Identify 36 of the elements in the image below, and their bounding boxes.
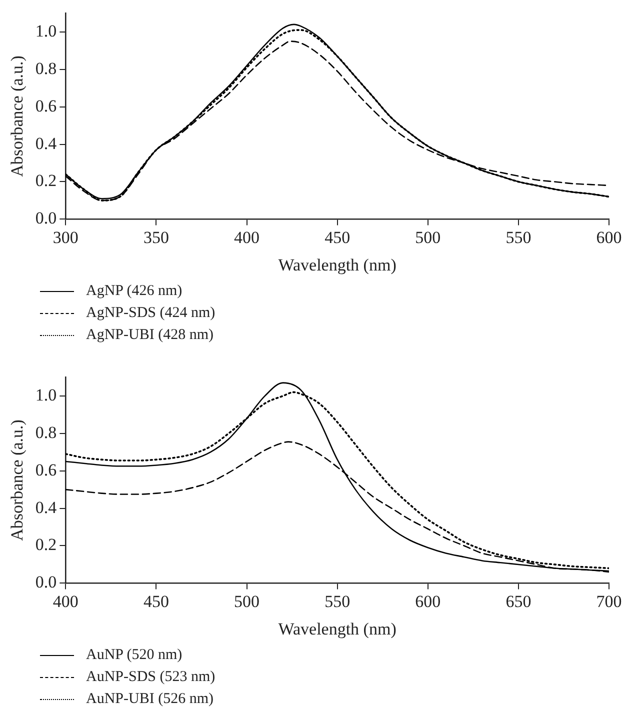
y-tick-label: 0.8 <box>35 58 57 78</box>
x-tick-label: 700 <box>596 592 622 611</box>
y-axis-title: Absorbance (a.u.) <box>8 56 27 177</box>
y-tick-label: 0.4 <box>35 134 58 153</box>
y-tick-label: 0.0 <box>35 208 57 228</box>
x-axis-title: Wavelength (nm) <box>278 255 396 274</box>
y-tick-label: 0.8 <box>35 422 57 442</box>
legend-label: AgNP-UBI (428 nm) <box>86 326 214 345</box>
legend-label: AuNP-SDS (523 nm) <box>86 668 216 687</box>
legend-label: AgNP-SDS (424 nm) <box>86 304 216 323</box>
x-tick-label: 600 <box>596 228 622 247</box>
x-tick-label: 450 <box>143 592 169 611</box>
y-tick-label: 0.0 <box>35 572 57 592</box>
legend-label: AgNP (426 nm) <box>86 282 182 301</box>
x-tick-label: 500 <box>234 592 260 611</box>
y-tick-label: 0.4 <box>35 498 58 517</box>
x-tick-label: 350 <box>143 228 169 247</box>
legend-label: AuNP-UBI (526 nm) <box>86 690 214 709</box>
y-tick-label: 0.2 <box>35 535 57 554</box>
x-tick-label: 400 <box>234 228 260 247</box>
x-tick-label: 550 <box>324 592 350 611</box>
y-axis-title: Absorbance (a.u.) <box>8 420 27 541</box>
y-tick-label: 1.0 <box>35 385 57 404</box>
legend-label: AuNP (520 nm) <box>86 646 182 665</box>
y-tick-label: 1.0 <box>35 21 57 40</box>
x-tick-label: 300 <box>52 228 78 247</box>
x-tick-label: 400 <box>52 592 78 611</box>
x-axis-title: Wavelength (nm) <box>278 619 396 638</box>
x-tick-label: 450 <box>324 228 350 247</box>
x-tick-label: 550 <box>506 228 532 247</box>
x-tick-label: 500 <box>415 228 441 247</box>
x-tick-label: 600 <box>415 592 441 611</box>
y-tick-label: 0.6 <box>35 96 57 116</box>
x-tick-label: 650 <box>506 592 532 611</box>
y-tick-label: 0.2 <box>35 171 57 190</box>
y-tick-label: 0.6 <box>35 460 57 480</box>
